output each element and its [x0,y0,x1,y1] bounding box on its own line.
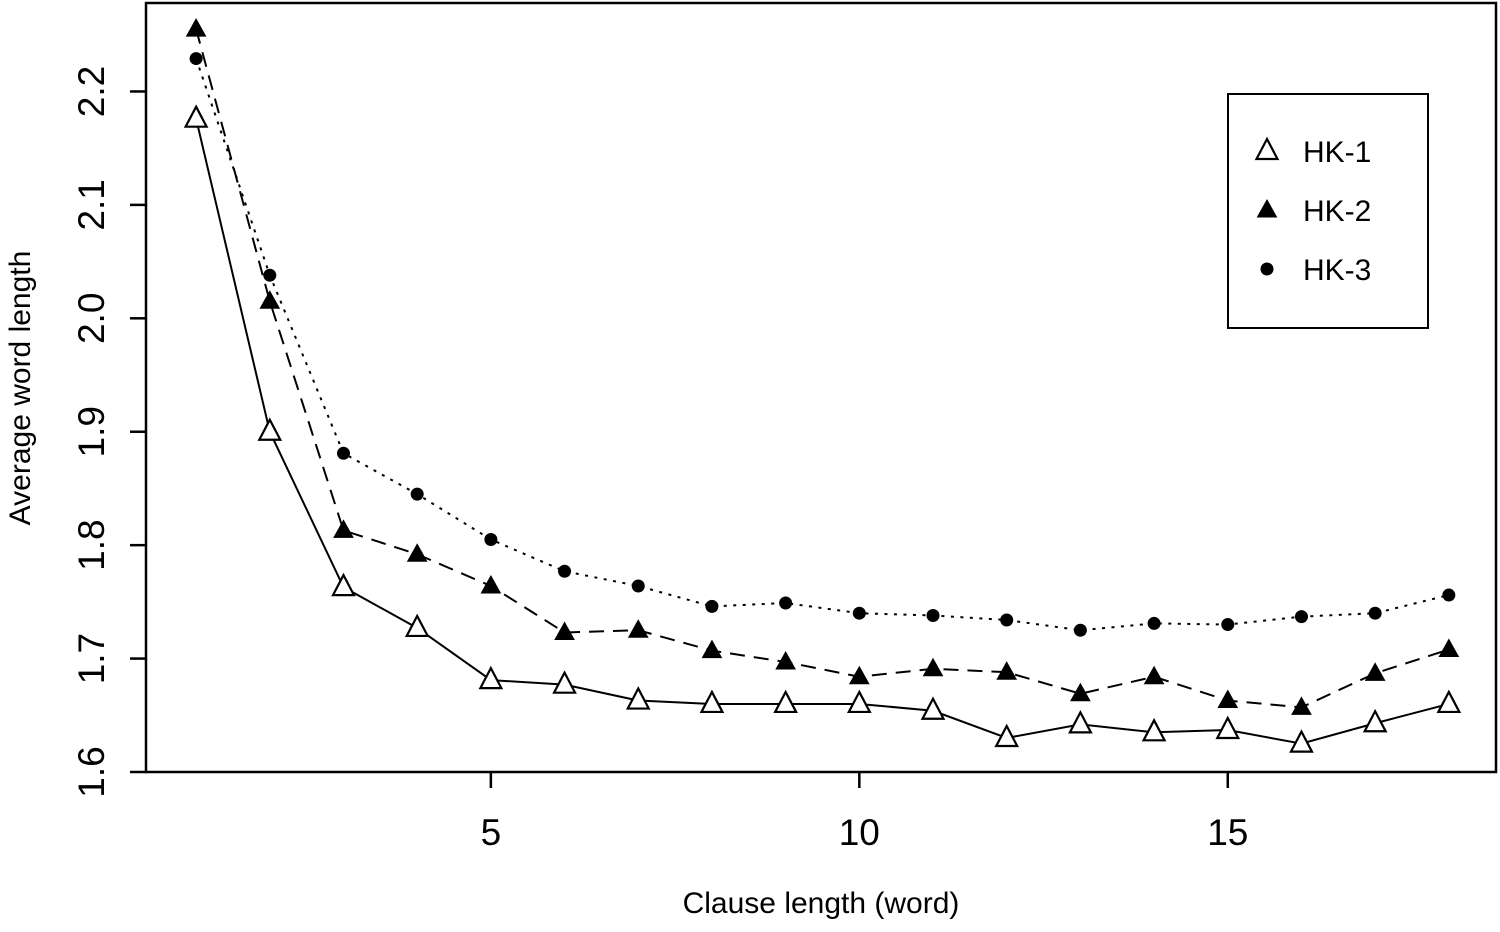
data-point-hk-3-x15 [1221,618,1235,632]
data-point-hk-3-x8 [705,599,719,613]
data-point-hk-3-x16 [1294,610,1308,624]
y-axis: 1.6 1.7 1.8 1.9 2.0 2.1 2.2 [71,66,146,798]
y-axis-title: Average word length [4,251,37,526]
data-point-hk-3-x2 [263,268,277,282]
data-point-hk-2-x6 [554,621,575,640]
data-point-hk-3-x12 [1000,613,1014,627]
x-tick-label-5: 5 [481,812,502,853]
data-point-hk-2-x5 [480,574,502,594]
data-point-hk-3-x10 [852,606,866,620]
data-point-hk-2-x9 [775,650,796,670]
data-point-hk-3-x13 [1073,623,1087,637]
data-point-hk-1-x17 [1362,708,1388,733]
data-point-hk-1-x11 [920,696,946,720]
legend-label-hk-2: HK-2 [1303,195,1371,228]
data-point-hk-3-x6 [558,564,572,578]
data-point-hk-3-x3 [336,446,350,460]
data-point-hk-2-x16 [1291,696,1312,715]
x-axis-title: Clause length (word) [683,887,960,920]
data-point-hk-3-x7 [631,579,645,593]
legend-marker-hk-2 [1256,198,1278,218]
data-point-hk-2-x14 [1143,665,1165,685]
legend-marker-hk-1 [1254,136,1280,161]
data-point-hk-2-x7 [627,619,649,638]
data-point-hk-2-x11 [922,657,944,677]
series-hk-3 [189,52,1456,637]
y-tick-label-1.7: 1.7 [71,633,112,684]
data-point-hk-2-x1 [185,18,207,37]
data-point-hk-3-x18 [1442,588,1456,602]
data-point-hk-3-x1 [189,52,203,66]
data-point-hk-3-x17 [1368,606,1382,620]
data-point-hk-1-x13 [1068,709,1093,734]
series-line-hk-1 [195,118,1450,745]
data-point-hk-2-x17 [1364,662,1386,681]
series-hk-1 [183,104,1462,753]
data-point-hk-1-x8 [699,689,725,714]
data-point-hk-2-x3 [333,519,354,538]
series-line-hk-2 [195,28,1450,709]
data-point-hk-1-x4 [404,613,430,638]
x-tick-label-10: 10 [839,812,880,853]
data-point-hk-1-x10 [846,689,872,714]
x-axis: 5 10 15 [481,772,1248,853]
data-point-hk-1-x15 [1215,715,1241,740]
data-point-hk-1-x6 [552,670,577,694]
data-point-hk-3-x9 [779,596,793,610]
data-point-hk-2-x15 [1217,689,1239,709]
plot-area-border [144,1,1498,774]
y-tick-label-2.1: 2.1 [71,179,112,230]
data-point-hk-1-x2 [257,417,283,441]
y-tick-label-2.2: 2.2 [71,66,112,117]
y-tick-label-2.0: 2.0 [71,293,112,344]
data-point-hk-3-x14 [1147,616,1161,630]
data-point-hk-3-x5 [484,532,498,546]
data-point-hk-1-x5 [478,665,504,690]
data-point-hk-3-x4 [410,487,424,501]
data-point-hk-1-x3 [331,572,356,597]
legend: HK-1 HK-2 HK-3 [1227,93,1429,329]
legend-label-hk-1: HK-1 [1303,136,1371,169]
y-tick-label-1.8: 1.8 [71,519,112,570]
legend-label-hk-3: HK-3 [1303,254,1371,287]
data-point-hk-2-x18 [1438,638,1460,658]
data-point-hk-1-x7 [625,686,651,710]
y-tick-label-1.9: 1.9 [71,406,112,457]
data-point-hk-1-x1 [183,104,209,128]
data-point-hk-2-x4 [406,543,428,562]
legend-marker-hk-3 [1260,262,1274,276]
data-point-hk-2-x12 [996,661,1018,680]
data-point-hk-2-x8 [701,639,723,659]
data-point-hk-2-x13 [1070,682,1091,702]
data-point-hk-1-x14 [1141,717,1167,742]
series-group [183,18,1462,753]
series-hk-2 [185,18,1460,715]
data-point-hk-1-x16 [1289,729,1314,753]
data-point-hk-1-x9 [773,689,798,714]
data-point-hk-1-x12 [994,723,1020,748]
data-point-hk-2-x10 [848,665,870,685]
data-point-hk-2-x2 [259,290,281,309]
data-point-hk-1-x18 [1436,689,1462,714]
y-tick-label-1.6: 1.6 [71,746,112,797]
x-tick-label-15: 15 [1207,812,1248,853]
data-point-hk-3-x11 [926,608,940,622]
